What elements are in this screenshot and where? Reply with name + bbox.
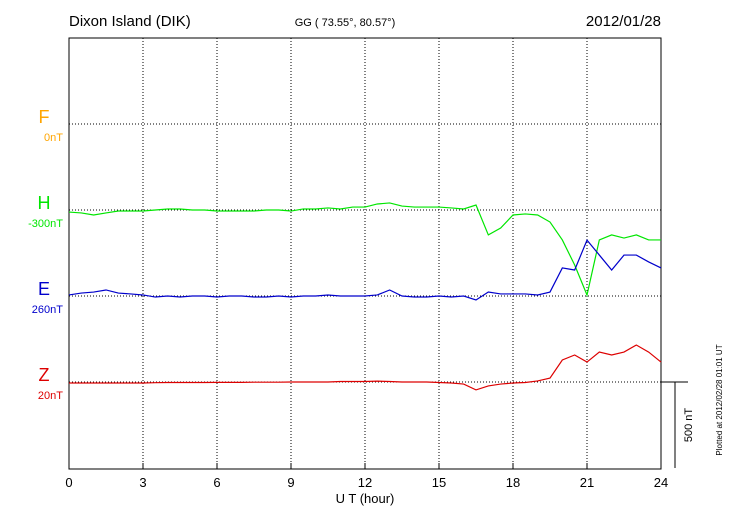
- series-line: [68, 202, 661, 297]
- series-name: Z: [39, 365, 50, 385]
- chart-title: Dixon Island (DIK): [69, 13, 191, 30]
- chart-subtitle: GG ( 73.55°, 80.57°): [295, 17, 396, 29]
- baseline-label: -300nT: [28, 218, 63, 230]
- series-name: H: [38, 193, 51, 213]
- x-tick-label: 18: [506, 475, 520, 490]
- x-tick-label: 21: [580, 475, 594, 490]
- footnote: Plotted at 2012/02/28 01:01 UT: [715, 344, 724, 455]
- baseline-label: 20nT: [38, 390, 63, 402]
- scale-bar-label: 500 nT: [683, 408, 695, 443]
- series-line: [68, 238, 662, 301]
- x-tick-label: 0: [65, 475, 72, 490]
- x-tick-label: 9: [287, 475, 294, 490]
- baseline-label: 0nT: [44, 132, 63, 144]
- x-tick-label: 24: [654, 475, 668, 490]
- x-tick-label: 12: [358, 475, 372, 490]
- series-name: E: [38, 279, 50, 299]
- x-tick-label: 15: [432, 475, 446, 490]
- baseline-label: 260nT: [32, 304, 63, 316]
- x-tick-label: 6: [213, 475, 220, 490]
- x-tick-label: 3: [139, 475, 146, 490]
- chart-date: 2012/01/28: [586, 13, 661, 30]
- series-name: F: [39, 107, 50, 127]
- series-line: [69, 344, 662, 391]
- x-axis-label: U T (hour): [336, 491, 395, 506]
